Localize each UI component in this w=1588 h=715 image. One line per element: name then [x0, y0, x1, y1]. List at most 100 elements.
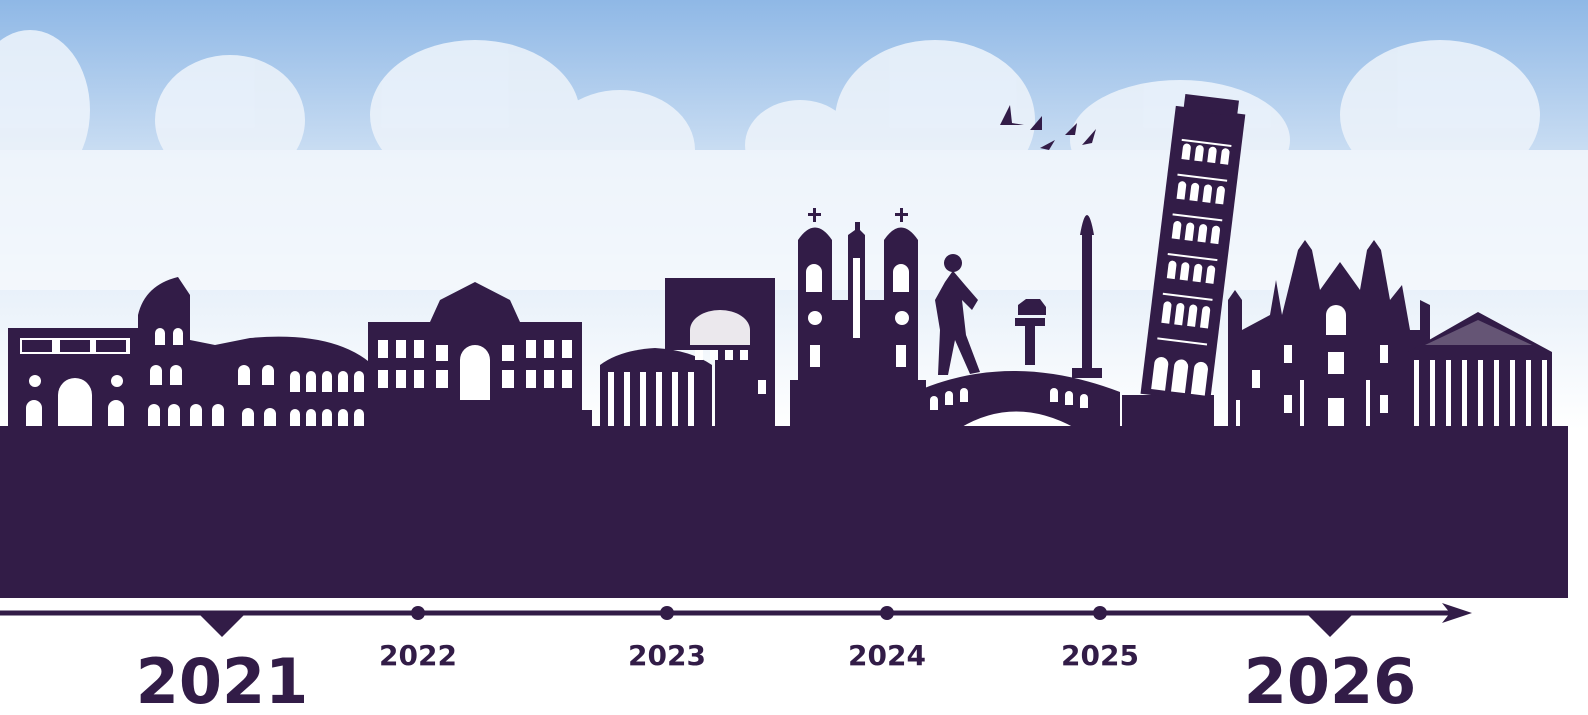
skyline-shape: [22, 340, 52, 352]
major-marker: [1308, 615, 1352, 637]
skyline-shape: [1065, 391, 1073, 405]
skyline-shape: [640, 372, 646, 428]
skyline-shape: [810, 345, 820, 367]
skyline-shape: [190, 404, 202, 428]
timeline: 2021 2022 2023 2024 2025 2026: [0, 603, 1472, 715]
skyline-shape: [1414, 360, 1419, 428]
skyline-shape: [896, 345, 906, 367]
skyline-shape: [1494, 360, 1499, 428]
skyline-shape: [544, 340, 554, 358]
year-marker: [660, 606, 674, 620]
skyline-shape: [1080, 394, 1088, 408]
skyline-shape: [853, 258, 860, 338]
skyline-shape: [1328, 352, 1344, 374]
skyline-shape: [808, 311, 822, 325]
skyline-shape: [710, 350, 718, 360]
skyline-shape: [725, 350, 733, 360]
skyline-shape: [1462, 360, 1467, 428]
skyline-shape: [695, 350, 703, 360]
skyline-shape: [1284, 395, 1292, 413]
skyline-shape: [562, 370, 572, 388]
year-label: 2024: [848, 639, 926, 672]
illustration: 2021 2022 2023 2024 2025 2026: [0, 0, 1588, 715]
skyline-shape: [322, 409, 332, 428]
skyline-shape: [155, 328, 165, 345]
skyline-shape: [414, 370, 424, 388]
skyline-shape: [895, 311, 909, 325]
skyline-shape: [238, 365, 250, 385]
skyline-shape: [1414, 360, 1547, 428]
year-label: 2025: [1061, 639, 1139, 672]
skyline-shape: [1446, 360, 1451, 428]
year-marker: [411, 606, 425, 620]
skyline-shape: [290, 409, 300, 428]
skyline-shape: [26, 400, 42, 428]
skyline-shape: [945, 391, 953, 405]
skyline-shape: [148, 404, 160, 428]
skyline-shape: [1478, 360, 1483, 428]
major-marker: [200, 615, 244, 637]
skyline-shape: [338, 409, 348, 428]
skyline-shape: [173, 328, 183, 345]
skyline-shape: [688, 372, 694, 428]
skyline-shape: [1050, 388, 1058, 402]
skyline-shape: [502, 370, 514, 388]
skyline-shape: [544, 370, 554, 388]
year-marker: [1093, 606, 1107, 620]
skyline-shape: [96, 340, 126, 352]
skyline-shape: [806, 264, 822, 292]
skyline-shape: [1025, 325, 1035, 365]
skyline-shape: [808, 213, 821, 216]
skyline-shape: [58, 378, 92, 428]
skyline-shape: [0, 150, 1588, 290]
skyline-shape: [758, 380, 766, 394]
skyline-shape: [1328, 398, 1344, 428]
skyline-shape: [1252, 370, 1260, 388]
skyline-shape: [1366, 380, 1370, 428]
skyline-shape: [1300, 380, 1304, 428]
skyline-shape: [170, 365, 182, 385]
skyline-shape: [1526, 360, 1531, 428]
skyline-shape: [396, 340, 406, 358]
skyline-shape: [378, 340, 388, 358]
skyline-shape: [1284, 345, 1292, 363]
year-label: 2022: [379, 639, 457, 672]
skyline-shape: [378, 370, 388, 388]
skyline-shape: [212, 404, 224, 428]
skyline-shape: [168, 404, 180, 428]
skyline-shape: [562, 340, 572, 358]
skyline-shape: [1380, 395, 1388, 413]
skyline-shape: [893, 264, 909, 292]
skyline-shape: [436, 370, 448, 388]
skyline-shape: [242, 408, 254, 428]
major-year-label: 2026: [1244, 645, 1417, 715]
skyline-shape: [930, 396, 938, 410]
skyline-shape: [624, 372, 630, 428]
major-year-label: 2021: [136, 645, 309, 715]
skyline-shape: [354, 409, 364, 428]
skyline-shape: [656, 372, 662, 428]
skyline-shape: [354, 371, 364, 392]
skyline-shape: [740, 350, 748, 360]
year-label: 2023: [628, 639, 706, 672]
skyline-shape: [338, 371, 348, 392]
skyline-shape: [960, 388, 968, 402]
skyline-shape: [29, 375, 41, 387]
skyline-shape: [306, 371, 316, 392]
skyline-shape: [322, 371, 332, 392]
skyline-shape: [672, 372, 678, 428]
skyline-shape: [108, 400, 124, 428]
page: 202120222023202420252026 (() => { const …: [0, 0, 1588, 715]
year-marker: [880, 606, 894, 620]
skyline-shape: [1510, 360, 1515, 428]
skyline-shape: [526, 340, 536, 358]
skyline-shape: [111, 375, 123, 387]
skyline-shape: [1430, 360, 1435, 428]
skyline-shape: [290, 371, 300, 392]
skyline-shape: [1236, 400, 1240, 428]
skyline-shape: [526, 370, 536, 388]
skyline-shape: [436, 345, 448, 361]
skyline-shape: [502, 345, 514, 361]
skyline-shape: [608, 372, 614, 428]
skyline-shape: [60, 340, 90, 352]
